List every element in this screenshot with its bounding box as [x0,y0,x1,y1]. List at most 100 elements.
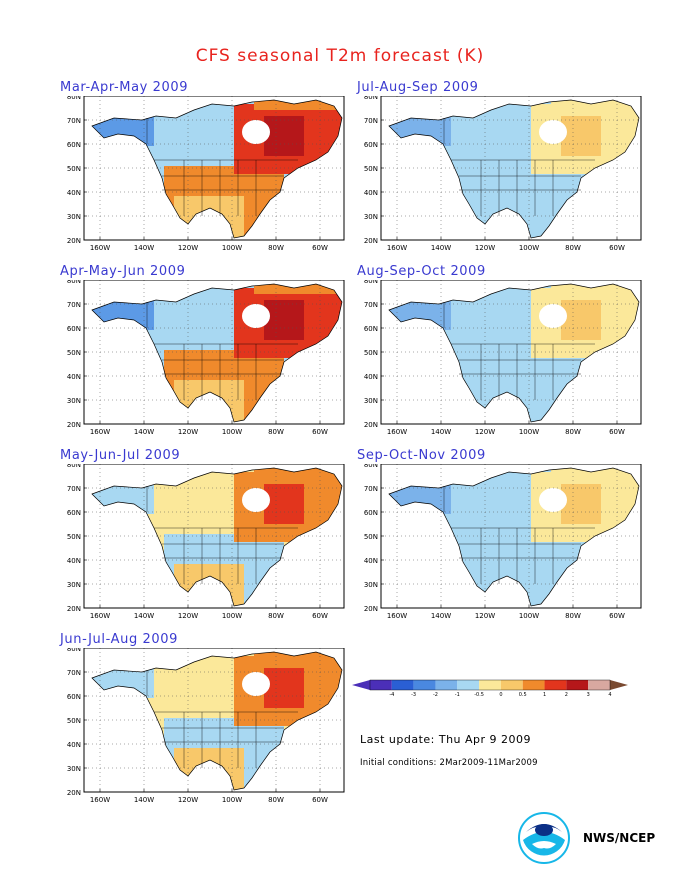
lat-label: 40N [67,557,81,565]
borders [146,486,298,584]
borders [146,302,298,400]
lat-label: 50N [67,717,81,725]
lat-label: 20N [67,605,81,613]
anomaly-region-arctic [254,468,342,478]
lat-label: 30N [67,397,81,405]
panel-title: Jun-Jul-Aug 2009 [60,632,179,647]
lat-label: 50N [364,165,378,173]
lat-label: 40N [67,741,81,749]
gridlines [381,96,641,240]
lon-label: 120W [178,428,198,436]
legend-swatch [566,680,589,690]
gridlines [84,96,344,240]
lon-label: 100W [519,428,539,436]
lon-label: 120W [178,244,198,252]
map-body: 80N 70N 60N 50N 40N 30N 20N 160W 140W 120W 100W 80W… [67,96,345,252]
hudson-bay [242,120,270,144]
gridlines [84,464,344,608]
hudson-bay [242,488,270,512]
legend-swatch [457,680,480,690]
lat-label: 50N [67,165,81,173]
lat-label: 80N [67,464,81,469]
panel-jun-jul-aug: Jun-Jul-Aug 2009 80N 70N 60N 50N 40N 30N 20N 16… [60,632,360,812]
hudson-bay [242,304,270,328]
coastline [91,651,343,791]
lon-label: 60W [609,244,625,252]
lat-label: 50N [67,533,81,541]
legend-label: -4 [389,692,394,698]
legend-label: -3 [411,692,416,698]
lon-label: 160W [90,244,110,252]
lat-label: 80N [67,280,81,285]
lat-label: 20N [67,421,81,429]
hudson-bay [539,488,567,512]
lat-label: 60N [67,693,81,701]
anomaly-region-hotspot [561,116,601,156]
lon-label: 60W [312,244,328,252]
coastline [91,99,343,239]
lat-label: 50N [364,533,378,541]
anomaly-region-arctic [254,284,342,294]
panel-apr-may-jun: Apr-May-Jun 2009 80N 70N 60N 50N 40N 30N 20N 16… [60,264,360,444]
lat-label: 50N [67,349,81,357]
legend-arrow-left [352,680,370,690]
lon-label: 80W [268,612,284,620]
coastline [388,99,640,239]
legend-swatch [413,680,436,690]
legend-swatch [479,680,501,690]
lon-label: 140W [134,612,154,620]
lon-label: 60W [312,796,328,804]
coastline [388,467,640,607]
lat-label: 20N [67,237,81,245]
lat-label: 20N [364,237,378,245]
map-sep-oct-nov: 80N 70N 60N 50N 40N 30N 20N 160W 140W 120W 100W 80W… [364,464,642,620]
lon-label: 140W [431,612,451,620]
borders [443,486,595,584]
panel-title: Jul-Aug-Sep 2009 [357,80,479,95]
gridlines [84,280,344,424]
lon-label: 160W [387,244,407,252]
lon-label: 80W [268,428,284,436]
legend-label: 1 [543,692,546,698]
anomaly-region-arctic [551,468,639,478]
lat-label: 60N [364,509,378,517]
lat-label: 80N [67,648,81,653]
lat-label: 70N [364,301,378,309]
legend-swatch [435,680,458,690]
hudson-bay [242,672,270,696]
lat-label: 60N [67,509,81,517]
lon-label: 140W [134,428,154,436]
map-jun-jul-aug: 80N 70N 60N 50N 40N 30N 20N 160W 140W 120W 100W 80W… [67,648,345,804]
anomaly-region-arctic [551,100,639,110]
map-may-jun-jul: 80N 70N 60N 50N 40N 30N 20N 160W 140W 120W 100W 80W… [67,464,345,620]
legend-label: -1 [455,692,460,698]
anomaly-region-hotspot [264,300,304,340]
noaa-logo-icon [518,812,570,864]
lat-label: 60N [364,325,378,333]
panel-title: Apr-May-Jun 2009 [60,264,186,279]
lat-label: 70N [67,485,81,493]
lat-label: 30N [364,581,378,589]
legend-label: 3 [587,692,590,698]
gridlines [381,464,641,608]
lat-label: 60N [364,141,378,149]
lat-label: 70N [364,485,378,493]
color-legend: -4 -3 -2 -1 -0.5 0 0.5 1 2 3 4 [352,679,628,698]
lat-label: 20N [364,605,378,613]
map-body: 80N 70N 60N 50N 40N 30N 20N 160W 140W 120W 100W 80W… [364,280,642,436]
lon-label: 60W [312,428,328,436]
lat-label: 30N [67,213,81,221]
panel-title: Aug-Sep-Oct 2009 [357,264,486,279]
panel-aug-sep-oct: Aug-Sep-Oct 2009 80N 70N 60N 50N 40N 30N 20N 16… [357,264,657,444]
lat-label: 30N [364,213,378,221]
legend-label: 0.5 [519,692,527,698]
map-body: 80N 70N 60N 50N 40N 30N 20N 160W 140W 120W 100W 80W… [67,280,345,436]
lat-label: 80N [364,96,378,101]
lat-label: 50N [364,349,378,357]
anomaly-region-arctic [254,100,342,110]
lat-label: 70N [67,117,81,125]
lat-label: 60N [67,325,81,333]
lon-label: 80W [565,612,581,620]
lat-label: 30N [364,397,378,405]
anomaly-region-arctic [551,284,639,294]
